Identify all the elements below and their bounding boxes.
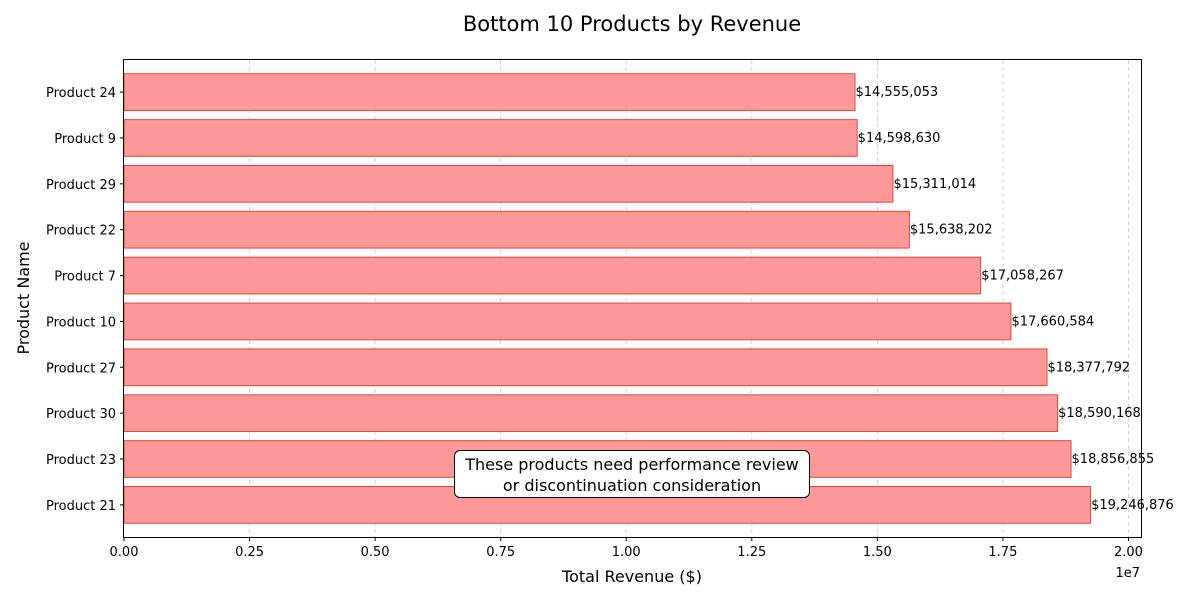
x-tick-label: 0.75 — [486, 545, 515, 560]
bar — [123, 119, 858, 157]
y-tick-label: Product 10 — [46, 315, 116, 330]
annotation-line-2: or discontinuation consideration — [502, 476, 762, 495]
bar — [123, 394, 1059, 433]
bar-value-label: $15,638,202 — [910, 223, 993, 238]
bar — [123, 210, 910, 249]
bar-value-label: $14,598,630 — [858, 131, 941, 146]
y-tick-label: Product 7 — [54, 270, 116, 285]
bar-value-label: $15,311,014 — [893, 177, 976, 192]
x-tick-label: 0.25 — [235, 545, 264, 560]
y-tick-label: Product 27 — [46, 361, 116, 376]
bar — [123, 256, 982, 295]
bar — [123, 302, 1012, 341]
bar-value-label: $17,660,584 — [1011, 314, 1094, 329]
x-axis-exponent: 1e7 — [1115, 566, 1140, 581]
x-tick-label: 1.00 — [612, 545, 641, 560]
chart-title: Bottom 10 Products by Revenue — [463, 12, 801, 36]
y-tick-label: Product 23 — [46, 453, 116, 468]
x-axis-label: Total Revenue ($) — [561, 567, 702, 586]
x-tick-label: 2.00 — [1114, 545, 1143, 560]
y-tick-label: Product 24 — [46, 86, 116, 101]
bar-value-label: $18,856,855 — [1072, 452, 1155, 467]
y-tick-label: Product 30 — [46, 407, 116, 422]
x-tick-label: 0.50 — [361, 545, 390, 560]
y-tick-labels: Product 24 Product 9 Product 29 Product 22 P… — [46, 86, 124, 514]
bar — [123, 348, 1048, 387]
bar — [123, 164, 894, 203]
y-tick-label: Product 9 — [54, 132, 116, 147]
bar-value-label: $18,590,168 — [1058, 406, 1141, 421]
bar-value-label: $14,555,053 — [855, 85, 938, 100]
plot-frame — [123, 59, 1142, 538]
annotation-line-1: These products need performance review — [465, 455, 799, 474]
y-tick-label: Product 22 — [46, 224, 116, 239]
x-tick-label: 1.50 — [863, 545, 892, 560]
bar — [123, 73, 856, 111]
bar-value-label: $19,246,876 — [1091, 498, 1174, 513]
y-axis-label: Product Name — [14, 241, 33, 354]
bar-value-label: $18,377,792 — [1047, 360, 1130, 375]
annotation-box: These products need performance review o… — [454, 450, 810, 498]
x-tick-label: 1.75 — [988, 545, 1017, 560]
data-labels: $14,555,053 $14,598,630 $15,311,014 $15,638… — [855, 85, 1173, 513]
x-tick-labels: 0.00 0.25 0.50 0.75 1.00 1.25 1.50 1.75 2.00 — [110, 537, 1143, 560]
x-tick-label: 0.00 — [110, 545, 139, 560]
y-tick-label: Product 21 — [46, 499, 116, 514]
x-tick-label: 1.25 — [737, 545, 766, 560]
bar-value-label: $17,058,267 — [981, 269, 1064, 284]
bars — [123, 73, 1092, 524]
y-tick-label: Product 29 — [46, 178, 116, 193]
